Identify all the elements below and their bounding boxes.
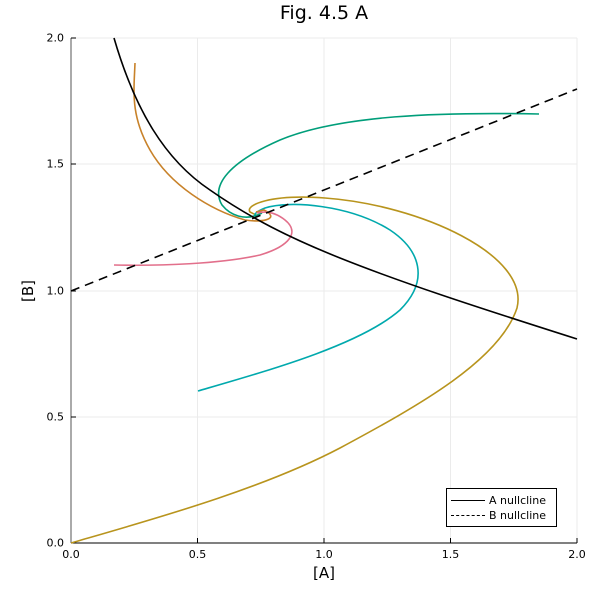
x-tick-label: 0.5	[188, 548, 207, 561]
x-axis-label: [A]	[313, 564, 335, 582]
legend: A nullcline B nullcline	[446, 488, 557, 527]
b-nullcline	[70, 88, 578, 292]
trajectory-orange	[133, 62, 272, 222]
grid	[71, 37, 578, 543]
x-tick-label: 0.0	[62, 548, 80, 561]
y-axis-label: [B]	[19, 280, 37, 302]
x-tick-label: 2.0	[568, 548, 586, 561]
trajectory-cyan	[197, 203, 419, 392]
x-tick-label: 1.0	[315, 548, 333, 561]
trajectory-green	[217, 112, 540, 218]
trajectory-pink	[113, 211, 293, 267]
y-tick-label: 1.0	[46, 284, 65, 298]
chart-title: Fig. 4.5 A	[279, 2, 369, 24]
y-tick-label: 1.5	[46, 157, 65, 171]
a-nullcline	[113, 37, 578, 340]
trajectory-olive	[70, 196, 519, 544]
solid-line-icon	[451, 499, 485, 501]
x-tick-label: 1.5	[441, 548, 460, 561]
legend-item-a-nullcline: A nullcline	[451, 493, 546, 507]
y-tick-label: 0.5	[46, 410, 65, 424]
dashed-line-icon	[451, 514, 485, 516]
legend-item-b-nullcline: B nullcline	[451, 508, 546, 522]
y-tick-label: 0.0	[46, 536, 65, 550]
y-tick-label: 2.0	[46, 31, 65, 45]
